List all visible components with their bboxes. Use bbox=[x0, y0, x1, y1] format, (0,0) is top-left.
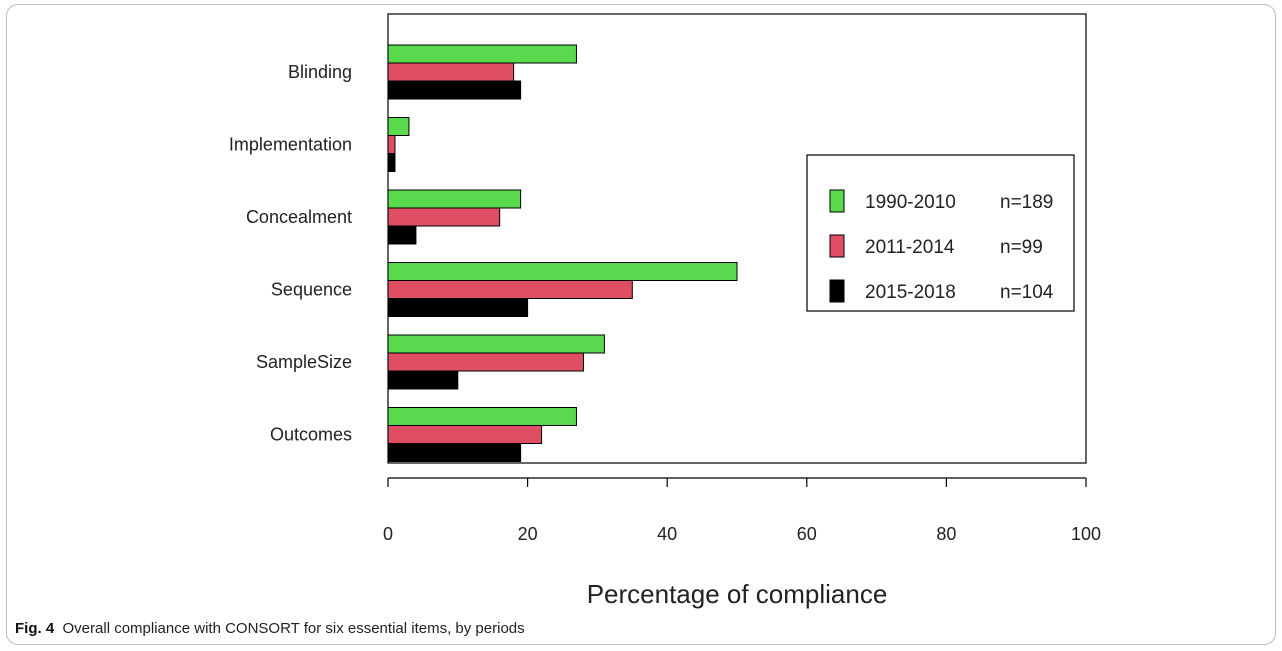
legend: 1990-2010 n=189 2011-2014 n=99 2015-2018 n=10… bbox=[806, 154, 1075, 312]
x-tick-label-40: 40 bbox=[657, 524, 677, 544]
x-tick-label-100: 100 bbox=[1071, 524, 1101, 544]
legend-swatch-2011-2014 bbox=[829, 234, 845, 258]
x-axis: 0 20 40 60 80 100 bbox=[383, 477, 1101, 544]
legend-label-2015-2018: 2015-2018 bbox=[865, 282, 956, 303]
bar-blinding-2011-2014 bbox=[387, 62, 515, 82]
legend-swatch-1990-2010 bbox=[829, 189, 845, 213]
bar-blinding-1990-2010 bbox=[387, 44, 577, 64]
bar-concealment-2015-2018 bbox=[387, 225, 417, 245]
figure-frame bbox=[6, 4, 1276, 645]
legend-n-2015-2018: n=104 bbox=[1000, 282, 1054, 303]
x-tick-label-0: 0 bbox=[383, 524, 393, 544]
bar-sequence-2015-2018 bbox=[387, 298, 529, 317]
category-label-blinding: Blinding bbox=[288, 62, 352, 82]
category-label-samplesize: SampleSize bbox=[256, 352, 352, 372]
figure-caption: Fig. 4 Overall compliance with CONSORT f… bbox=[15, 620, 525, 637]
bar-outcomes-1990-2010 bbox=[387, 407, 577, 426]
bar-implementation-2011-2014 bbox=[387, 135, 396, 154]
category-label-sequence: Sequence bbox=[271, 280, 352, 300]
legend-swatch-2015-2018 bbox=[829, 279, 845, 303]
bar-implementation-1990-2010 bbox=[387, 117, 410, 136]
legend-box bbox=[806, 154, 1075, 312]
bar-samplesize-1990-2010 bbox=[387, 334, 605, 354]
bar-samplesize-2015-2018 bbox=[387, 370, 459, 390]
bar-samplesize-2011-2014 bbox=[387, 352, 584, 372]
bar-blinding-2015-2018 bbox=[387, 80, 522, 100]
bar-outcomes-2015-2018 bbox=[387, 443, 522, 462]
legend-n-2011-2014: n=99 bbox=[1000, 237, 1043, 258]
x-axis-title: Percentage of compliance bbox=[587, 579, 888, 609]
x-tick-label-20: 20 bbox=[518, 524, 538, 544]
category-label-implementation: Implementation bbox=[229, 135, 352, 155]
bar-sequence-2011-2014 bbox=[387, 280, 633, 299]
category-label-concealment: Concealment bbox=[246, 207, 352, 227]
legend-label-1990-2010: 1990-2010 bbox=[865, 192, 956, 213]
category-labels: Blinding Implementation Concealment Sequenc… bbox=[229, 62, 352, 445]
bar-concealment-2011-2014 bbox=[387, 207, 501, 227]
x-tick-label-60: 60 bbox=[797, 524, 817, 544]
bar-outcomes-2011-2014 bbox=[387, 425, 543, 444]
figure-label: Fig. 4 bbox=[15, 620, 55, 637]
bar-sequence-1990-2010 bbox=[387, 262, 738, 281]
bar-implementation-2015-2018 bbox=[387, 153, 396, 172]
bar-concealment-1990-2010 bbox=[387, 189, 522, 209]
category-label-outcomes: Outcomes bbox=[270, 425, 352, 445]
x-tick-label-80: 80 bbox=[936, 524, 956, 544]
legend-n-1990-2010: n=189 bbox=[1000, 192, 1053, 213]
legend-label-2011-2014: 2011-2014 bbox=[865, 237, 955, 258]
bars-group bbox=[387, 44, 738, 462]
figure-caption-text: Overall compliance with CONSORT for six … bbox=[62, 620, 525, 637]
